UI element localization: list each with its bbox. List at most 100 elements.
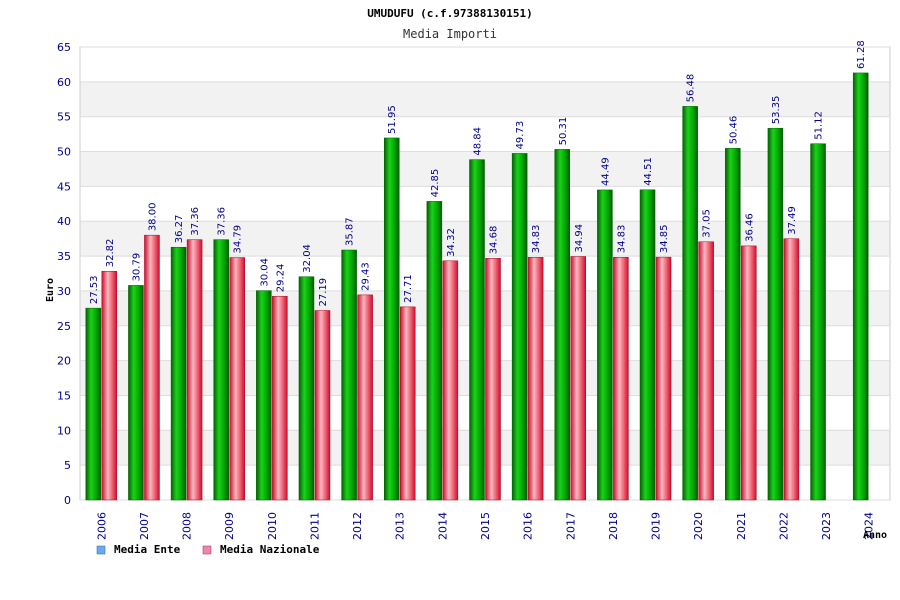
bar-media-ente (213, 239, 229, 501)
data-label: 27.71 (403, 274, 414, 303)
y-tick-label: 25 (57, 320, 71, 333)
y-tick-label: 35 (57, 250, 71, 263)
data-label: 37.36 (190, 207, 201, 236)
bar-media-ente (852, 72, 869, 501)
data-label: 30.04 (259, 258, 270, 287)
bar-media-ente (682, 106, 698, 501)
data-label: 56.48 (686, 74, 697, 103)
plot-band (80, 81, 890, 117)
x-tick-label: 2017 (564, 512, 577, 540)
chart-title: UMUDUFU (c.f.97388130151) (367, 7, 533, 20)
x-tick-label: 2022 (777, 512, 790, 540)
x-axis-ticks: 2006 2007 2008 2009 2010 2011 2012 2013 2014 2015… (95, 512, 875, 540)
bar-media-ente (511, 153, 528, 501)
y-tick-label: 15 (57, 389, 71, 402)
data-label: 34.83 (531, 225, 542, 254)
data-label: 36.27 (174, 215, 185, 244)
y-tick-label: 45 (57, 180, 71, 193)
x-tick-label: 2020 (692, 512, 705, 540)
data-label: 49.73 (515, 121, 526, 150)
y-tick-label: 40 (57, 215, 71, 228)
y-tick-label: 0 (64, 494, 71, 507)
data-label: 34.79 (233, 225, 244, 254)
bar-media-nazionale (570, 256, 587, 501)
data-label: 44.51 (643, 157, 654, 186)
bar-media-nazionale (399, 306, 416, 501)
data-label: 36.46 (744, 213, 755, 242)
data-label: 61.28 (856, 40, 867, 69)
data-label: 42.85 (430, 169, 441, 198)
y-tick-label: 10 (57, 424, 71, 437)
x-tick-label: 2007 (138, 512, 151, 540)
data-label: 37.36 (217, 207, 228, 236)
data-label: 34.68 (489, 226, 500, 255)
bar-media-nazionale (527, 257, 544, 501)
data-label: 38.00 (147, 203, 158, 232)
y-axis-ticks: 0 5 10 15 20 25 30 35 40 45 50 55 60 65 (57, 41, 71, 507)
data-label: 51.12 (814, 111, 825, 140)
data-label: 30.79 (131, 253, 142, 282)
bar-media-ente (597, 189, 613, 501)
x-tick-label: 2014 (436, 512, 449, 540)
x-tick-label: 2015 (479, 512, 492, 540)
data-label: 32.82 (105, 239, 116, 268)
x-tick-label: 2018 (607, 512, 620, 540)
y-tick-label: 20 (57, 355, 71, 368)
x-tick-label: 2008 (181, 512, 194, 540)
bar-media-nazionale (186, 239, 203, 501)
x-tick-label: 2010 (266, 512, 279, 540)
x-tick-label: 2023 (820, 512, 833, 540)
x-tick-label: 2013 (394, 512, 407, 540)
legend-label-nazionale: Media Nazionale (220, 543, 320, 556)
chart-subtitle: Media Importi (403, 27, 497, 41)
bar-media-ente (767, 127, 784, 501)
data-label: 51.95 (387, 105, 398, 134)
bar-media-ente (383, 137, 400, 501)
bar-media-ente (469, 159, 485, 501)
bar-media-nazionale (698, 241, 714, 501)
data-label: 34.83 (616, 225, 627, 254)
bar-media-nazionale (613, 257, 629, 501)
y-tick-label: 55 (57, 111, 71, 124)
data-label: 27.53 (89, 275, 100, 304)
legend-swatch-nazionale (202, 545, 212, 555)
bar-media-ente (426, 201, 443, 501)
bar-media-ente (170, 246, 187, 501)
bar-media-nazionale (741, 245, 757, 501)
bar-media-ente (554, 149, 571, 501)
data-label: 29.43 (361, 262, 372, 291)
y-tick-label: 65 (57, 41, 71, 54)
bar-media-ente (298, 276, 315, 501)
data-label: 34.32 (446, 228, 457, 257)
x-tick-label: 2012 (351, 512, 364, 540)
bar-media-nazionale (314, 310, 331, 501)
data-label: 50.46 (728, 116, 739, 145)
x-tick-label: 2019 (650, 512, 663, 540)
bar-media-ente (85, 307, 102, 501)
bar-media-nazionale (655, 256, 672, 501)
bar-media-nazionale (357, 294, 373, 501)
y-tick-label: 30 (57, 285, 71, 298)
bar-media-ente (128, 285, 144, 501)
bar-media-nazionale (485, 258, 501, 501)
data-label: 37.05 (702, 209, 713, 238)
bars (85, 72, 869, 501)
x-tick-label: 2024 (863, 512, 876, 540)
x-tick-label: 2006 (95, 512, 108, 540)
bar-media-nazionale (229, 257, 245, 501)
bar-media-ente (725, 148, 741, 501)
data-label: 29.24 (275, 264, 286, 293)
legend-swatch-ente (96, 545, 106, 555)
data-label: 48.84 (473, 127, 484, 156)
plot-band (80, 151, 890, 187)
bar-media-nazionale (783, 238, 800, 501)
data-label: 50.31 (558, 117, 569, 146)
bar-media-ente (810, 143, 826, 501)
data-label: 32.04 (302, 244, 313, 273)
y-tick-label: 50 (57, 146, 71, 159)
bar-media-nazionale (272, 295, 288, 501)
data-labels: 27.53 32.82 30.79 38.00 36.27 37.36 37.36 34.79… (89, 40, 867, 306)
y-axis-label: Euro (45, 278, 56, 302)
x-axis-label: Anno (863, 530, 887, 541)
